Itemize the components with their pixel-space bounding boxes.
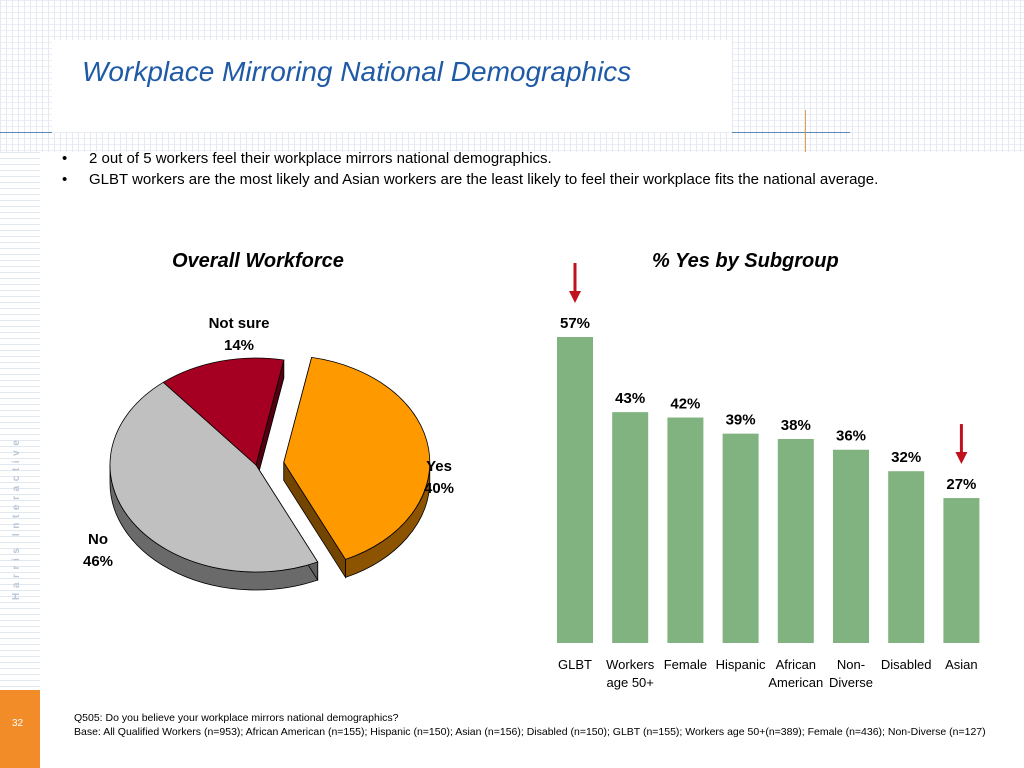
header-rule-right (732, 132, 850, 133)
bar-category-label: age 50+ (607, 675, 654, 690)
bar-category-label: GLBT (558, 657, 592, 672)
bullet-text: 2 out of 5 workers feel their workplace … (89, 150, 552, 167)
page-number: 32 (12, 718, 24, 729)
bar (612, 412, 649, 643)
pie-value-label: 14% (224, 337, 254, 354)
bar-category-label: Asian (945, 657, 978, 672)
bullet-dot: • (62, 150, 68, 167)
pie-chart: Yes 40% No 46% Not sure 14% (83, 315, 454, 591)
bar-chart: 57% GLBT 43% Workers age 50+ 42% Female 39% Hisp… (557, 263, 980, 690)
header-rule-left (0, 132, 52, 133)
bar-value-label: 57% (560, 315, 590, 332)
bar-value-label: 38% (781, 417, 811, 434)
bar-category-label: Non- (837, 657, 865, 672)
left-grid-background (0, 152, 40, 768)
bar (557, 337, 593, 643)
bar-value-label: 39% (726, 412, 756, 429)
bar (777, 439, 814, 643)
pie-label: Not sure (209, 315, 270, 332)
brand-vertical-text: Harris Interactive (11, 435, 22, 600)
pie-chart-title: Overall Workforce (172, 250, 344, 272)
highlight-arrow-icon (569, 291, 581, 303)
bar-value-label: 36% (836, 428, 866, 445)
bar-chart-title: % Yes by Subgroup (652, 250, 839, 272)
bar-category-label: American (768, 675, 823, 690)
bullet-dot: • (62, 171, 68, 188)
header-accent-rule (805, 110, 806, 152)
bar-category-label: Diverse (829, 675, 873, 690)
bullet-list: • 2 out of 5 workers feel their workplac… (62, 149, 942, 191)
bullet-item: • GLBT workers are the most likely and A… (62, 170, 942, 189)
bar-category-label: African (776, 657, 816, 672)
page-title: Workplace Mirroring National Demographic… (82, 56, 632, 87)
footnote-question: Q505: Do you believe your workplace mirr… (74, 712, 399, 724)
bar-value-label: 43% (615, 390, 645, 407)
pie-value-label: 46% (83, 553, 113, 570)
bar-value-label: 32% (891, 449, 921, 466)
bar-category-label: Hispanic (716, 657, 766, 672)
bar-category-label: Workers (606, 657, 655, 672)
highlight-arrow-icon (955, 452, 968, 465)
footnote-base: Base: All Qualified Workers (n=953); Afr… (74, 725, 986, 738)
bullet-item: • 2 out of 5 workers feel their workplac… (62, 149, 942, 168)
footnote: Q505: Do you believe your workplace mirr… (74, 712, 994, 739)
bar (943, 498, 980, 643)
bar-value-label: 27% (946, 476, 976, 493)
bullet-text: GLBT workers are the most likely and Asi… (89, 171, 879, 188)
bar (667, 417, 704, 643)
page-number-badge (0, 690, 40, 768)
pie-value-label: 40% (424, 480, 454, 497)
title-backdrop (52, 40, 732, 132)
bar (888, 471, 925, 643)
pie-slice-yes (283, 356, 431, 560)
pie-label: Yes (426, 458, 452, 475)
bar-value-label: 42% (670, 396, 700, 413)
bar (833, 449, 869, 643)
bar-category-label: Disabled (881, 657, 932, 672)
bar (722, 433, 759, 643)
bar-category-label: Female (664, 657, 707, 672)
pie-label: No (88, 531, 108, 548)
pie-slice-no (109, 381, 319, 573)
pie-slice-not-sure (162, 357, 285, 466)
